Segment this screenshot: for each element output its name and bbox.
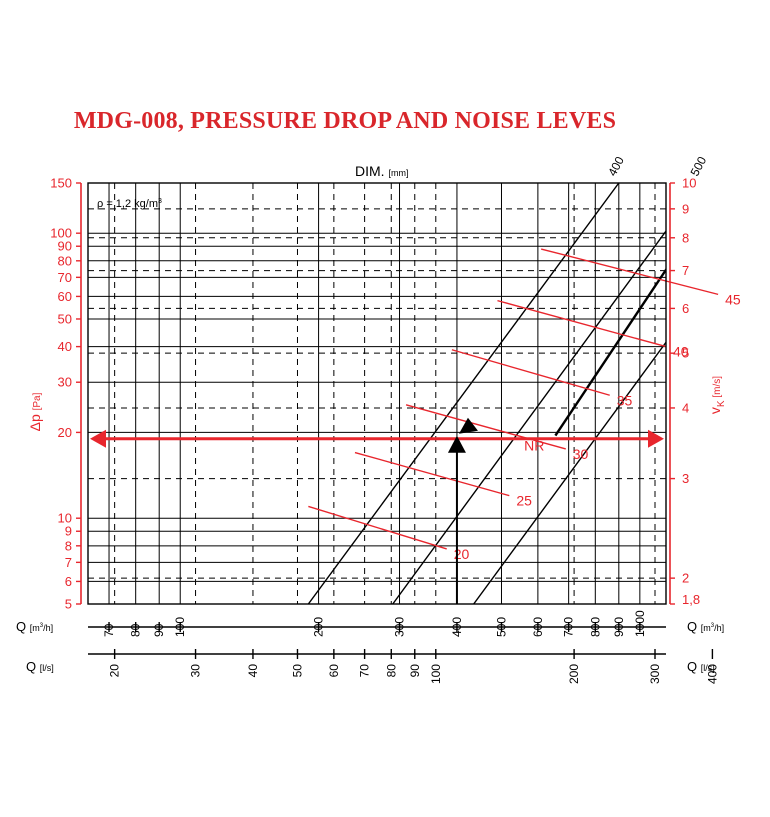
plot-frame bbox=[87, 182, 667, 605]
x-m3h-tick-label: 200 bbox=[312, 617, 326, 637]
x-ls-tick-label: 90 bbox=[408, 664, 422, 678]
x-m3h-tick-label: 300 bbox=[393, 617, 407, 637]
y-right-axis: 1,8 2 3 4 5 6 7 8 9 10 bbox=[669, 176, 700, 607]
x-ls-tick-label: 300 bbox=[648, 664, 662, 684]
y-left-tick-label: 30 bbox=[58, 375, 72, 390]
x-m3h-tick-label: 600 bbox=[531, 617, 545, 637]
x-m3h-tick-label: 700 bbox=[562, 617, 576, 637]
y-right-tick-label: 5 bbox=[682, 346, 689, 361]
x-m3h-tick-label: 100 bbox=[173, 617, 187, 637]
x-axis-m3h-label-right: Q [m3/h] bbox=[687, 619, 724, 634]
y-right-tick-label: 9 bbox=[682, 201, 689, 216]
noise-line-35 bbox=[451, 349, 610, 396]
x-m3h-tick-label: 90 bbox=[152, 623, 166, 637]
x-m3h-tick-label: 80 bbox=[129, 623, 143, 637]
noise-line-40 bbox=[497, 299, 667, 348]
x-m3h-tick-label: 900 bbox=[612, 617, 626, 637]
y-left-tick-label: 60 bbox=[58, 289, 72, 304]
arrow-left-icon bbox=[90, 429, 106, 448]
noise-line-20 bbox=[308, 505, 447, 550]
x-ls-tick-label: 100 bbox=[429, 664, 443, 684]
noise-label-45: 45 bbox=[725, 291, 741, 307]
grid-lines bbox=[88, 183, 666, 604]
x-ls-tick-label: 200 bbox=[567, 664, 581, 684]
y-left-tick-label: 9 bbox=[65, 524, 72, 539]
x-axes: 70 80 90 100 200 300 400 500 600 700 800 900 1000 20 3… bbox=[88, 610, 719, 684]
y-right-tick-label: 3 bbox=[682, 471, 689, 486]
y-left-tick-label: 6 bbox=[65, 574, 72, 589]
arrow-down-left-icon bbox=[458, 417, 478, 434]
density-annotation: ρ = 1,2 kg/m3 bbox=[97, 198, 162, 210]
noise-axis-label: NR bbox=[524, 437, 544, 453]
y-left-tick-label: 70 bbox=[58, 270, 72, 285]
arrow-right-icon bbox=[648, 429, 664, 448]
operating-point bbox=[90, 417, 664, 604]
x-m3h-tick-label: 400 bbox=[450, 617, 464, 637]
x-ls-tick-label: 60 bbox=[327, 664, 341, 678]
x-m3h-tick-label: 70 bbox=[102, 623, 116, 637]
x-ls-tick-label: 40 bbox=[246, 664, 260, 678]
dimension-line-400 bbox=[307, 183, 620, 604]
dimension-line-500 bbox=[392, 229, 666, 604]
y-left-tick-label: 20 bbox=[58, 425, 72, 440]
dim-label: DIM. [mm] bbox=[355, 163, 408, 179]
y-left-tick-label: 5 bbox=[65, 597, 72, 612]
y-right-tick-label: 6 bbox=[682, 301, 689, 316]
y-right-tick-label: 10 bbox=[682, 176, 696, 191]
dimension-label-400: 400 bbox=[605, 154, 627, 179]
y-left-tick-label: 150 bbox=[50, 176, 72, 191]
y-left-tick-label: 40 bbox=[58, 339, 72, 354]
y-right-tick-label: 4 bbox=[682, 400, 689, 415]
y-left-axis-label: Δp [Pa] bbox=[27, 392, 43, 431]
noise-line-25 bbox=[354, 451, 510, 497]
x-axis-ls-label-left: Q [l/s] bbox=[26, 659, 54, 674]
noise-label-25: 25 bbox=[516, 493, 532, 509]
x-m3h-tick-label: 800 bbox=[588, 617, 602, 637]
plot-border bbox=[87, 182, 667, 605]
y-left-tick-label: 90 bbox=[58, 239, 72, 254]
noise-line-45 bbox=[541, 248, 719, 296]
x-ls-tick-label: 70 bbox=[358, 664, 372, 678]
x-m3h-tick-label: 500 bbox=[494, 617, 508, 637]
chart-title: MDG-008, PRESSURE DROP AND NOISE LEVES bbox=[73, 108, 617, 134]
y-left-tick-label: 10 bbox=[58, 511, 72, 526]
y-right-axis-label: vK [m/s] bbox=[707, 376, 727, 414]
x-ls-tick-label: 30 bbox=[189, 664, 203, 678]
noise-line-30 bbox=[405, 404, 566, 450]
y-right-tick-label: 1,8 bbox=[682, 592, 700, 607]
noise-label-40: 40 bbox=[673, 344, 689, 360]
dimension-lines bbox=[307, 183, 666, 604]
y-right-tick-label: 7 bbox=[682, 263, 689, 278]
y-right-tick-label: 2 bbox=[682, 571, 689, 586]
x-m3h-tick-label: 1000 bbox=[633, 610, 647, 637]
y-left-tick-label: 50 bbox=[58, 311, 72, 326]
x-ls-tick-label: 80 bbox=[384, 664, 398, 678]
x-ls-tick-label: 400 bbox=[705, 664, 719, 684]
y-left-tick-label: 8 bbox=[65, 538, 72, 553]
y-left-tick-label: 100 bbox=[50, 226, 72, 241]
dimension-line-600-625 bbox=[473, 341, 666, 604]
x-ls-tick-label: 50 bbox=[290, 664, 304, 678]
x-ls-tick-label: 20 bbox=[108, 664, 122, 678]
y-left-tick-label: 80 bbox=[58, 253, 72, 268]
y-left-tick-label: 7 bbox=[65, 555, 72, 570]
x-axis-m3h-label-left: Q [m3/h] bbox=[16, 619, 53, 634]
x-axis-ls-label-right: Q [l/s] bbox=[687, 659, 715, 674]
y-right-tick-label: 8 bbox=[682, 230, 689, 245]
selected-dimension-line bbox=[554, 267, 666, 437]
noise-label-30: 30 bbox=[573, 446, 589, 462]
noise-label-35: 35 bbox=[617, 392, 633, 408]
arrow-up-icon bbox=[447, 435, 466, 453]
